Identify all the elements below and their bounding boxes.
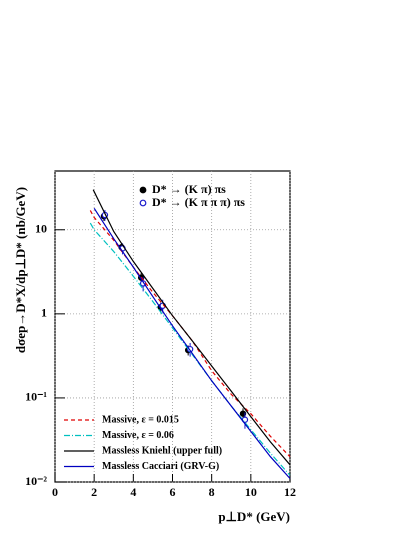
y-tick-label: 10⁻¹ — [25, 390, 47, 404]
legend-label: Massless Kniehl (upper full) — [102, 445, 222, 456]
data-point — [239, 410, 247, 417]
x-tick-label: 6 — [170, 485, 176, 499]
x-tick-label: 2 — [91, 485, 97, 499]
y-tick-label: 10 — [35, 222, 47, 236]
x-tick-label: 10 — [245, 485, 257, 499]
curve — [89, 222, 291, 476]
curve — [92, 189, 291, 466]
legend-marker — [139, 186, 147, 194]
x-tick-label: 0 — [52, 485, 58, 499]
y-axis-label: dσep→D*X/dp⊥D* (nb/GeV) — [13, 187, 28, 353]
y-tick-label: 10⁻² — [25, 474, 47, 488]
x-axis-label: p⊥D* (GeV) — [218, 509, 290, 524]
y-tick-label: 1 — [41, 306, 47, 320]
legend-label: Massive, ε = 0.06 — [102, 430, 174, 441]
x-tick-label: 12 — [284, 485, 296, 499]
legend-label: D* → (K π) πs — [152, 182, 226, 196]
legend-label: Massless Cacciari (GRV-G) — [102, 461, 219, 472]
curve — [93, 207, 291, 479]
x-tick-label: 4 — [130, 485, 136, 499]
legend-marker — [139, 199, 147, 207]
legend-label: D* → (K π π π) πs — [152, 195, 245, 209]
x-tick-label: 8 — [209, 485, 215, 499]
legend-label: Massive, ε = 0.015 — [102, 414, 179, 425]
